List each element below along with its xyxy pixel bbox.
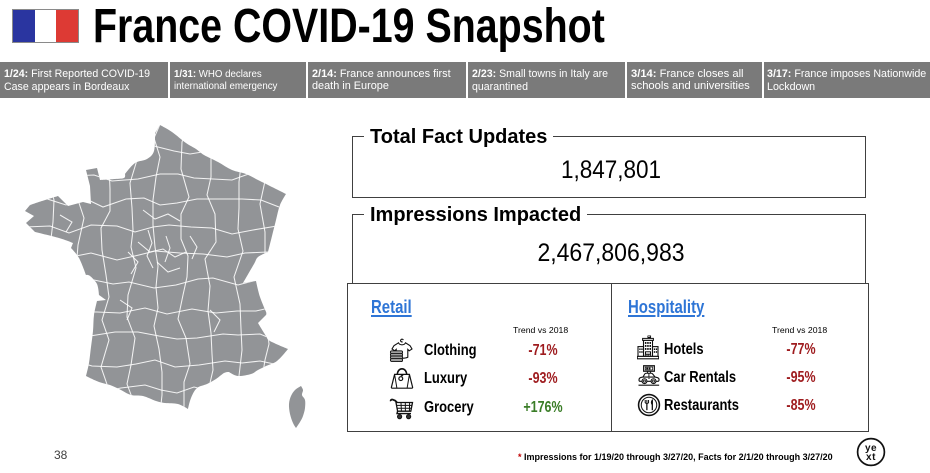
svg-text:ye: ye xyxy=(865,443,877,454)
svg-text:xt: xt xyxy=(866,452,876,463)
